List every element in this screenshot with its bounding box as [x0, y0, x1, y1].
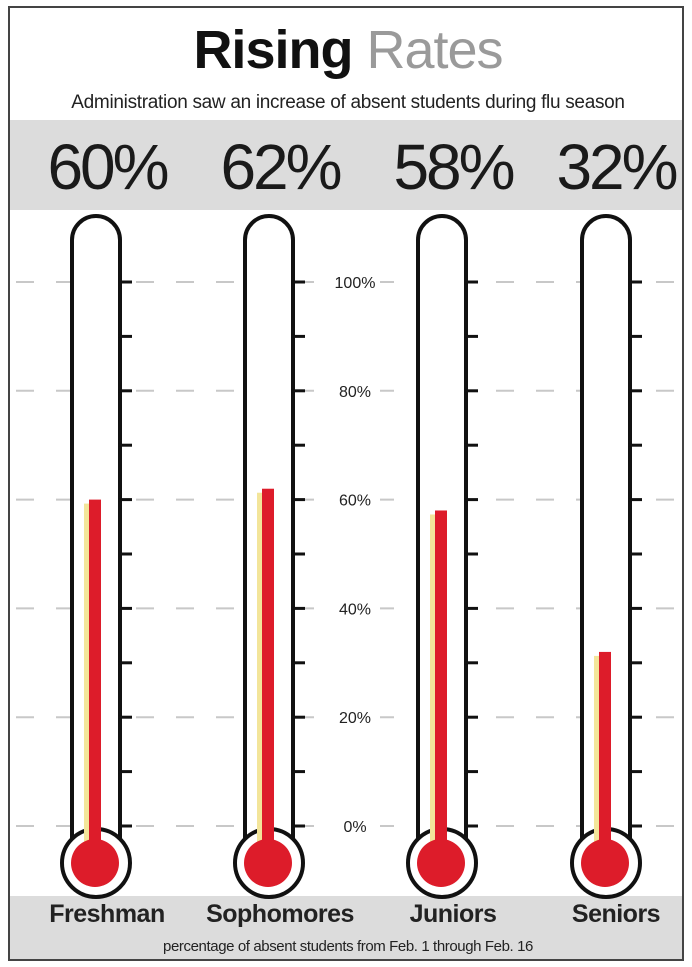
bar-seniors: [599, 651, 611, 863]
tick-label-bg: [328, 487, 380, 512]
mercury-highlight-sophomores: [257, 492, 262, 843]
thermometer-bulb-freshman: [71, 839, 119, 887]
value-label-sophomores: 62%: [220, 131, 342, 203]
chart-subtitle: Administration saw an increase of absent…: [71, 92, 625, 113]
bar-juniors: [435, 510, 447, 863]
category-label-sophomores: Sophomores: [206, 900, 354, 928]
bar-freshman: [89, 499, 101, 863]
tick-label-bg: [328, 596, 380, 621]
mercury-highlight-juniors: [430, 514, 435, 843]
category-label-seniors: Seniors: [571, 900, 661, 928]
footnote: percentage of absent students from Feb. …: [163, 938, 533, 955]
value-label-juniors: 58%: [393, 131, 515, 203]
tick-label-bg: [328, 814, 380, 838]
bar-sophomores: [262, 488, 274, 863]
percent-band: [10, 120, 682, 210]
value-label-freshman: 60%: [47, 131, 169, 203]
chart-title: Rising Rates: [10, 18, 682, 82]
category-label-freshman: Freshman: [49, 900, 165, 928]
mercury-highlight-freshman: [84, 503, 89, 843]
y-tick-label: 60%: [339, 493, 371, 510]
title-word-rising: Rising: [193, 20, 353, 80]
thermometer-bulb-sophomores: [244, 839, 292, 887]
category-label-juniors: Juniors: [409, 900, 497, 928]
thermometer-chart: 0% 20% 40% 60% 80% 100%: [16, 214, 680, 899]
y-tick-label: 40%: [339, 601, 371, 618]
tick-label-bg: [328, 378, 380, 403]
value-label-seniors: 32%: [556, 131, 678, 203]
category-band: [10, 896, 682, 959]
tick-label-bg: [328, 705, 380, 730]
y-tick-label: 0%: [343, 819, 366, 836]
tick-label-bg: [328, 270, 380, 294]
y-tick-label: 20%: [339, 710, 371, 727]
infographic-frame: Rising Rates Administration saw an incre…: [8, 6, 684, 961]
title-word-rates: Rates: [366, 20, 503, 80]
mercury-highlight-seniors: [594, 655, 599, 843]
y-tick-label: 100%: [335, 275, 376, 292]
thermometer-bulb-juniors: [417, 839, 465, 887]
y-tick-label: 80%: [339, 384, 371, 401]
thermometer-bulb-seniors: [581, 839, 629, 887]
